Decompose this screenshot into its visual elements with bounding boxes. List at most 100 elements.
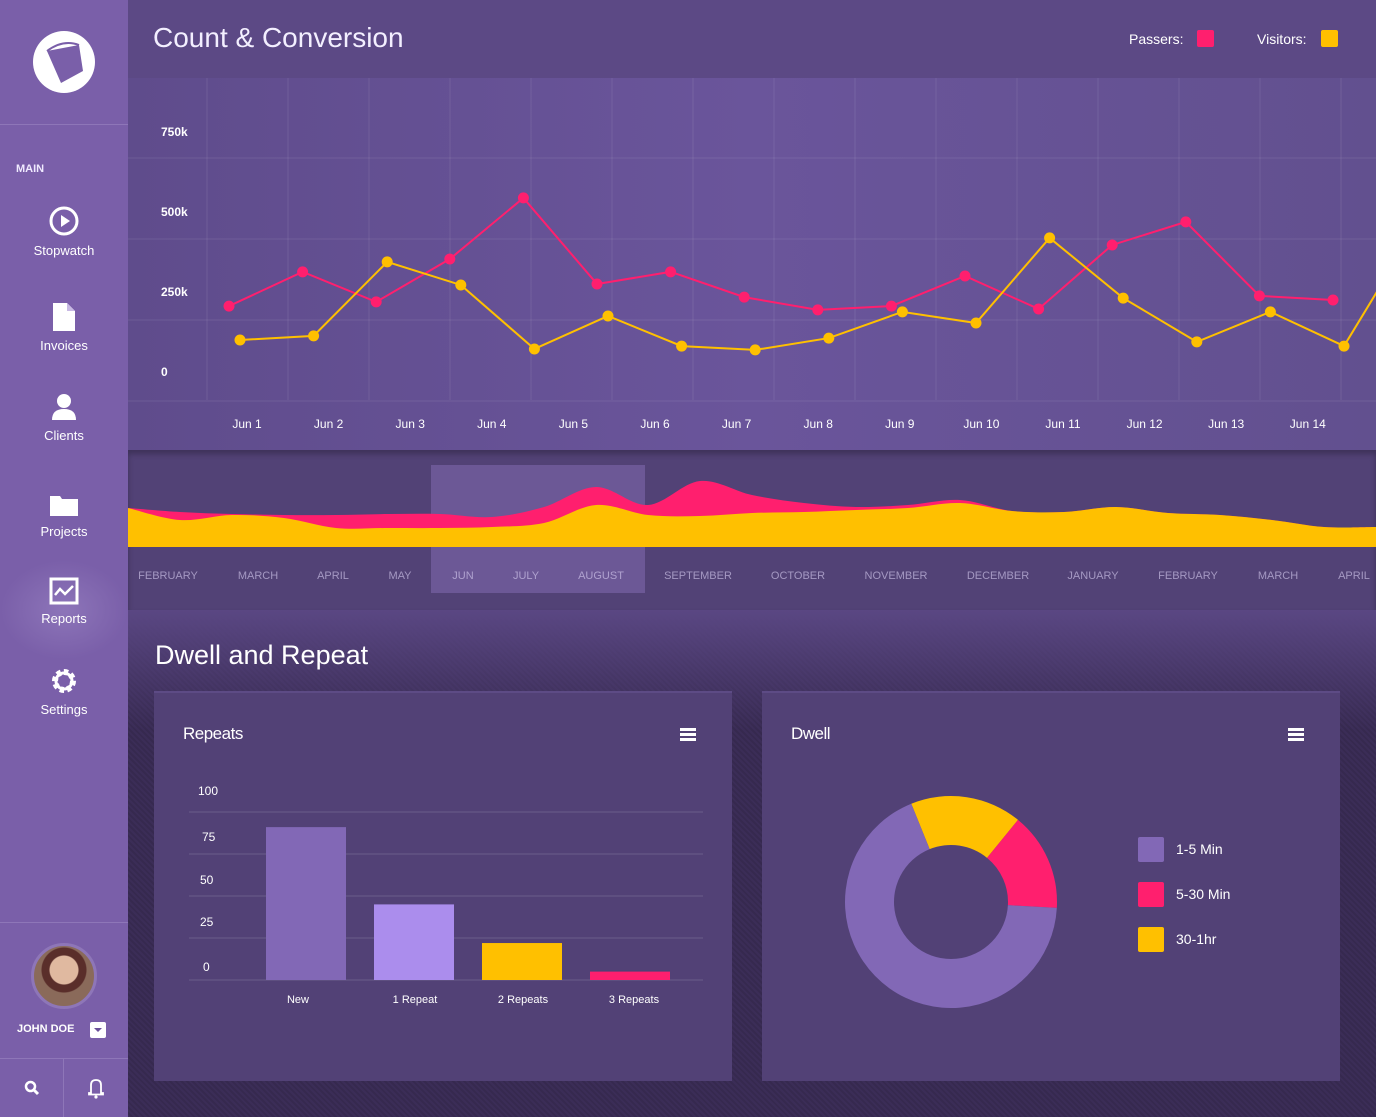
sidebar-item-label: Invoices [40,338,88,353]
search-icon [24,1080,40,1096]
sidebar-item-label: Projects [40,524,88,539]
menu-icon[interactable] [680,728,696,741]
data-point [602,310,614,322]
month-label: FEBRUARY [1158,570,1218,582]
month-label: DECEMBER [967,570,1029,582]
sidebar-item-reports[interactable]: Reports [0,560,128,660]
legend-label: 1-5 Min [1176,841,1223,857]
data-point [1106,239,1118,251]
y-tick-label: 0 [203,960,210,974]
x-tick-label: Jun 6 [640,417,670,431]
data-point [517,192,529,204]
card-title: Dwell [791,724,831,743]
menu-icon[interactable] [1288,728,1304,741]
data-point [823,332,835,344]
month-label: JUN [452,570,473,582]
data-point [444,253,456,265]
y-tick-label: 25 [200,915,214,929]
sidebar-item-stopwatch[interactable]: Stopwatch [0,205,128,293]
x-tick-label: Jun 11 [1045,417,1080,431]
bar [482,943,562,980]
overview-chart: FEBRUARY MARCH APRIL MAY JUN JULY AUGUST SEPTEM… [128,450,1376,610]
line-chart: 750k 500k 250k 0 Jun 1 Jun 2 Jun 3 Jun 4 Jun 5 Ju… [128,78,1376,450]
gear-icon [52,669,76,693]
legend-label: Visitors: [1257,30,1307,47]
data-point [455,279,467,291]
legend-swatch [1197,30,1215,47]
legend-label: 5-30 Min [1176,886,1230,902]
legend-passers: Passers: [1129,30,1215,47]
data-point [591,278,603,290]
bar [266,827,346,980]
data-point [885,300,897,312]
notifications-button[interactable] [64,1059,128,1117]
data-point [812,304,824,316]
data-point [970,317,982,329]
x-tick-label: Jun 10 [963,417,999,431]
data-point [370,296,382,308]
data-point [297,266,309,278]
user-name: JOHN DOE [17,1023,75,1035]
sidebar: MAIN Stopwatch Invoices Clients Projects… [0,0,128,1117]
page-title: Count & Conversion [153,22,404,53]
sidebar-item-label: Stopwatch [33,243,95,258]
x-tick-label: Jun 9 [885,417,915,431]
bar [374,904,454,980]
month-label: JULY [513,570,540,582]
search-button[interactable] [0,1059,64,1117]
area-visitors [128,502,1376,547]
y-tick-label: 750k [161,125,188,139]
x-tick-label: New [287,994,309,1006]
data-point [528,343,540,355]
bar [590,971,670,980]
data-point [1191,336,1203,348]
data-point [665,266,677,278]
sidebar-item-settings[interactable]: Settings [0,666,128,754]
x-tick-label: 1 Repeat [393,994,438,1006]
y-tick-label: 100 [198,784,218,798]
month-label: MAY [388,570,412,582]
month-label: APRIL [1338,570,1370,582]
legend-swatch [1138,927,1164,952]
repeats-card: Repeats 100 75 50 25 0 New 1 Repeat 2 Repeats 3 … [154,693,732,1081]
data-point [1044,232,1056,244]
data-point [234,334,246,346]
series-line-visitors [239,236,1376,351]
bell-icon [88,1079,104,1099]
data-point [308,330,320,342]
series-line-passers [228,196,1334,311]
sidebar-item-invoices[interactable]: Invoices [0,302,128,390]
dwell-repeat-section: Dwell and Repeat Repeats 100 75 50 25 0 New 1 … [128,610,1376,1117]
play-circle-icon [49,206,79,236]
y-tick-label: 75 [202,830,216,844]
x-tick-label: 2 Repeats [498,994,549,1006]
user-dropdown-button[interactable] [90,1022,106,1038]
y-tick-label: 500k [161,205,188,219]
data-point [738,291,750,303]
sidebar-item-projects[interactable]: Projects [0,492,128,580]
data-point [749,344,761,356]
legend-swatch [1138,837,1164,862]
sidebar-item-label: Clients [44,428,84,443]
card-title: Repeats [183,724,243,743]
data-point [1033,303,1045,315]
x-tick-label: Jun 14 [1290,417,1326,431]
y-tick-label: 50 [200,873,214,887]
x-tick-label: Jun 8 [804,417,834,431]
dwell-card: Dwell 1-5 Min 5-30 Min 30-1hr [762,693,1340,1081]
x-tick-label: Jun 13 [1208,417,1244,431]
month-label: MARCH [238,570,278,582]
sidebar-item-clients[interactable]: Clients [0,392,128,480]
legend-label: 30-1hr [1176,931,1217,947]
avatar[interactable] [31,943,97,1009]
chart-icon [49,577,79,605]
legend-swatch [1320,30,1338,47]
month-label: SEPTEMBER [664,570,732,582]
data-point [1264,306,1276,318]
y-tick-label: 250k [161,285,188,299]
x-tick-label: Jun 3 [396,417,426,431]
data-point [381,256,393,268]
month-label: MARCH [1258,570,1298,582]
donut-chart-svg: 1-5 Min 5-30 Min 30-1hr [845,796,1230,1008]
y-tick-label: 0 [161,365,168,379]
